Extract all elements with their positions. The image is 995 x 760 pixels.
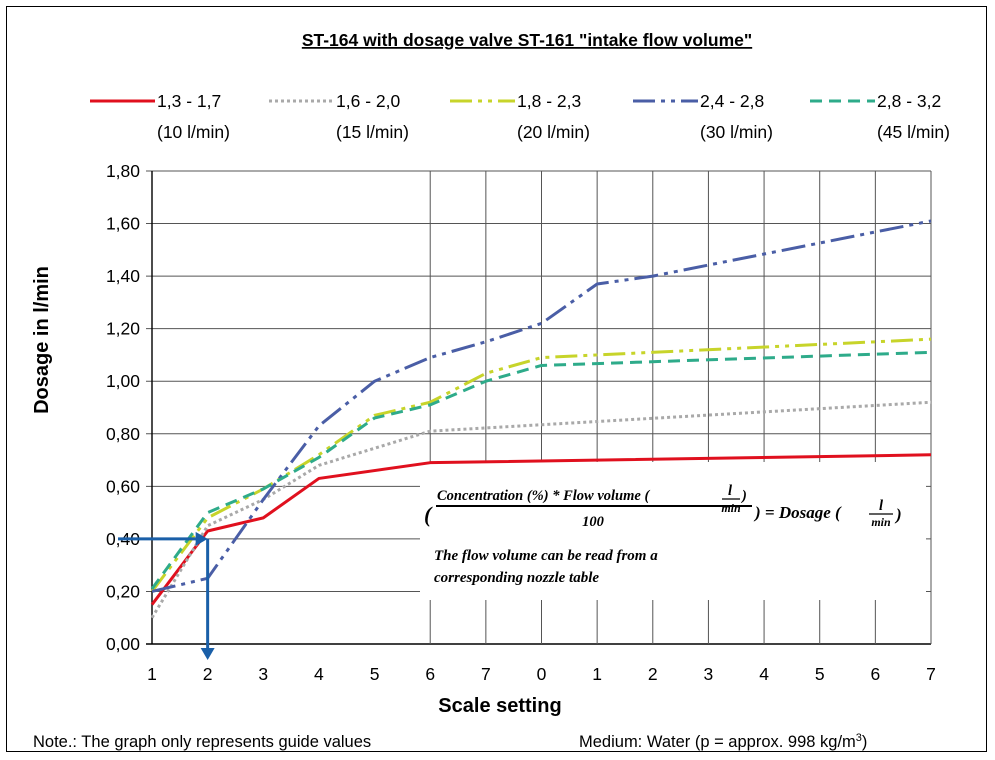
formula-result-unit-min: min <box>871 515 891 529</box>
y-axis-ticks: 0,000,200,400,600,801,001,201,401,601,80 <box>106 161 140 654</box>
legend-sublabel: (10 l/min) <box>157 122 230 142</box>
x-tick-label: 2 <box>203 664 213 684</box>
legend-label: 2,8 - 3,2 <box>877 91 941 111</box>
x-tick-label: 0 <box>537 664 547 684</box>
footer-medium: Medium: Water (p = approx. 998 kg/m3) <box>579 732 867 751</box>
x-tick-label: 5 <box>370 664 380 684</box>
y-tick-label: 1,00 <box>106 371 140 391</box>
y-tick-label: 0,80 <box>106 424 140 444</box>
x-tick-label: 1 <box>592 664 602 684</box>
y-tick-label: 0,00 <box>106 634 140 654</box>
chart-title: ST-164 with dosage valve ST-161 "intake … <box>302 30 752 50</box>
legend-sublabel: (15 l/min) <box>336 122 409 142</box>
x-tick-label: 7 <box>481 664 491 684</box>
y-tick-label: 0,20 <box>106 581 140 601</box>
flow-note-line2: corresponding nozzle table <box>434 570 599 586</box>
series-line <box>150 400 932 619</box>
series-line <box>151 219 932 593</box>
y-tick-label: 1,60 <box>106 214 140 234</box>
formula-unit-l: l <box>728 483 732 499</box>
y-tick-label: 1,20 <box>106 319 140 339</box>
x-tick-label: 4 <box>759 664 769 684</box>
marker-vertical-arrowhead <box>200 648 215 660</box>
formula-result-close: ) <box>894 505 902 524</box>
x-tick-label: 3 <box>258 664 268 684</box>
legend-sublabel: (45 l/min) <box>877 122 950 142</box>
x-tick-label: 2 <box>648 664 658 684</box>
y-tick-label: 1,80 <box>106 161 140 181</box>
formula-numerator: Concentration (%) * Flow volume ( <box>437 488 650 504</box>
x-tick-label: 5 <box>815 664 825 684</box>
formula-result: ) = Dosage ( <box>753 503 842 522</box>
formula-result-unit-l: l <box>879 498 883 514</box>
dosage-formula: ( Concentration (%) * Flow volume ( l mi… <box>424 483 902 586</box>
x-tick-label: 4 <box>314 664 324 684</box>
formula-num-close: ) <box>740 488 747 504</box>
legend-label: 2,4 - 2,8 <box>700 91 764 111</box>
y-tick-label: 0,60 <box>106 476 140 496</box>
y-tick-label: 1,40 <box>106 266 140 286</box>
formula-box <box>420 462 926 600</box>
y-axis-title: Dosage in l/min <box>31 266 53 414</box>
legend-label: 1,8 - 2,3 <box>517 91 581 111</box>
formula-unit-min: min <box>721 501 741 515</box>
x-tick-label: 6 <box>425 664 435 684</box>
x-axis-ticks: 1 2 3 4 5 6 7 0 1 2 3 4 5 6 7 <box>147 664 936 684</box>
legend-label: 1,6 - 2,0 <box>336 91 400 111</box>
formula-denominator: 100 <box>582 514 604 530</box>
series-line <box>150 350 932 590</box>
marker-horizontal-arrowhead <box>195 531 208 546</box>
chart-frame <box>6 6 987 752</box>
reading-marker <box>118 531 215 660</box>
legend: 1,3 - 1,7 (10 l/min) 1,6 - 2,0 (15 l/min) 1,… <box>90 91 950 142</box>
legend-sublabel: (30 l/min) <box>700 122 773 142</box>
legend-sublabel: (20 l/min) <box>517 122 590 142</box>
x-tick-label: 1 <box>147 664 157 684</box>
x-axis-title: Scale setting <box>438 695 561 717</box>
x-tick-label: 7 <box>926 664 936 684</box>
x-tick-label: 6 <box>870 664 880 684</box>
footer-note: Note.: The graph only represents guide v… <box>33 733 371 751</box>
series-line <box>150 337 932 593</box>
x-tick-label: 3 <box>704 664 714 684</box>
flow-note-line1: The flow volume can be read from a <box>434 548 658 564</box>
legend-label: 1,3 - 1,7 <box>157 91 221 111</box>
formula-open-paren: ( <box>424 502 433 527</box>
